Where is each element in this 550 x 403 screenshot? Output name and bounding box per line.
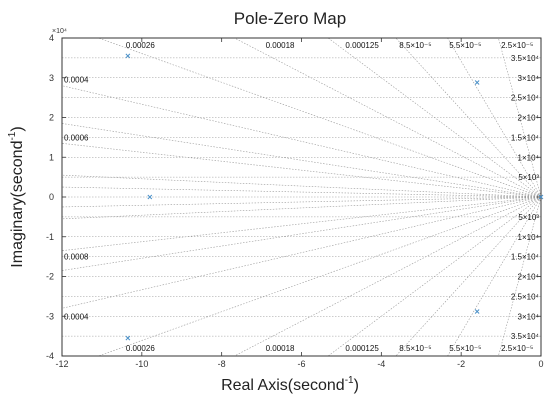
x-tick-label: -10 [135, 359, 148, 369]
pole-cross-b [474, 80, 480, 85]
y-axis-label-text: Imaginary(second [9, 141, 26, 268]
pole-cross-b [538, 194, 544, 200]
damping-ray [61, 196, 542, 271]
damping-label-left: 0.0006 [64, 133, 89, 142]
damping-ray [98, 196, 542, 357]
damping-label-top: 0.00018 [266, 41, 295, 50]
y-axis-label: Imaginary(second-1) [7, 126, 26, 267]
pole-marker [474, 80, 480, 85]
frequency-label: 2×10⁴ [518, 114, 540, 123]
damping-ray [447, 196, 542, 357]
damping-ray [61, 196, 542, 251]
damping-label-top: 5.5×10⁻⁵ [449, 41, 481, 50]
y-tick-label: 1 [49, 152, 54, 162]
frequency-label: 3×10⁴ [518, 312, 540, 321]
frequency-label: 1.5×10⁴ [511, 133, 540, 142]
damping-ray [61, 174, 542, 198]
y-axis-label-close: ) [9, 126, 26, 131]
damping-ray [61, 85, 542, 198]
x-tick-label: 0 [538, 359, 543, 369]
damping-ray [327, 196, 542, 357]
frequency-label: 3.5×10⁴ [511, 54, 540, 63]
damping-ray [61, 123, 542, 198]
damping-label-bottom: 0.000125 [345, 344, 379, 353]
pole-cross-b [125, 53, 131, 59]
frequency-label: 2.5×10⁴ [511, 292, 540, 301]
x-tick-label: -8 [218, 359, 226, 369]
damping-label-bottom: 2.5×10⁻⁵ [501, 344, 533, 353]
damping-label-top: 0.00026 [126, 41, 155, 50]
x-tick-label: -12 [55, 359, 68, 369]
damping-label-left: 0.0004 [64, 76, 89, 85]
y-tick-label: -3 [46, 311, 54, 321]
y-tick-label: 2 [49, 113, 54, 123]
damping-ray [498, 37, 542, 198]
damping-ray [447, 37, 542, 198]
damping-ray [498, 196, 542, 357]
plot-frame [61, 37, 542, 357]
frequency-label: 5×10³ [518, 173, 539, 182]
pole-marker [474, 309, 480, 314]
frequency-label: 2.5×10⁴ [511, 94, 540, 103]
damping-grid [61, 37, 542, 357]
x-axis-label-text: Real Axis(second [221, 377, 345, 394]
y-tick-label: -4 [46, 351, 54, 361]
damping-ray [327, 37, 542, 198]
damping-ray [61, 196, 542, 309]
frequency-label: 1.5×10⁴ [511, 253, 540, 262]
damping-label-top: 2.5×10⁻⁵ [501, 41, 533, 50]
y-tick-label: -2 [46, 272, 54, 282]
pole-marker [538, 194, 544, 200]
frequency-label: 5×10³ [518, 213, 539, 222]
damping-ray [61, 196, 542, 220]
x-axis-label-close: ) [354, 377, 359, 394]
damping-label-left: 0.0004 [64, 312, 89, 321]
y-tick-label: 0 [49, 192, 54, 202]
frequency-label: 1×10⁴ [518, 233, 540, 242]
y-tick-label: 3 [49, 73, 54, 83]
damping-ray [61, 196, 542, 208]
damping-label-top: 8.5×10⁻⁵ [399, 41, 431, 50]
damping-ray [98, 37, 542, 198]
x-axis-label: Real Axis(second-1) [221, 375, 359, 394]
y-tick-label: -1 [46, 232, 54, 242]
y-scale-note: ×10⁴ [52, 28, 67, 35]
pole-cross-b [474, 309, 480, 314]
pole-marker [125, 335, 131, 341]
damping-ray [234, 196, 542, 357]
damping-label-bottom: 0.00026 [126, 344, 155, 353]
damping-ray [61, 143, 542, 198]
damping-ray [61, 186, 542, 198]
damping-label-top: 0.000125 [345, 41, 379, 50]
damping-label-bottom: 8.5×10⁻⁵ [399, 344, 431, 353]
damping-label-left: 0.0008 [64, 253, 89, 262]
chart-title: Pole-Zero Map [234, 9, 346, 28]
pole-marker [147, 194, 153, 200]
x-tick-label: -2 [457, 359, 465, 369]
x-tick-label: -4 [377, 359, 385, 369]
damping-label-bottom: 5.5×10⁻⁵ [449, 344, 481, 353]
pole-marker [125, 53, 131, 59]
x-axis-label-exp: -1 [345, 375, 354, 386]
frequency-label: 3×10⁴ [518, 74, 540, 83]
pole-cross-b [147, 194, 153, 200]
frequency-label: 3.5×10⁴ [511, 332, 540, 341]
frequency-label: 1×10⁴ [518, 153, 540, 162]
y-tick-label: 4 [49, 33, 54, 43]
y-axis-label-exp: -1 [7, 131, 18, 140]
damping-label-bottom: 0.00018 [266, 344, 295, 353]
axis-ticks: -12 -10 -8 -6 -4 -2 0 4 3 2 1 0 -1 -2 -3 -4 [46, 33, 544, 369]
x-tick-label: -6 [297, 359, 305, 369]
frequency-label: 2×10⁴ [518, 273, 540, 282]
damping-ray [234, 37, 542, 198]
grid-labels: 0.00026 0.00026 0.00018 0.00018 0.000125 0.00… [64, 41, 540, 353]
poles [125, 53, 544, 341]
pole-cross-b [125, 335, 131, 341]
